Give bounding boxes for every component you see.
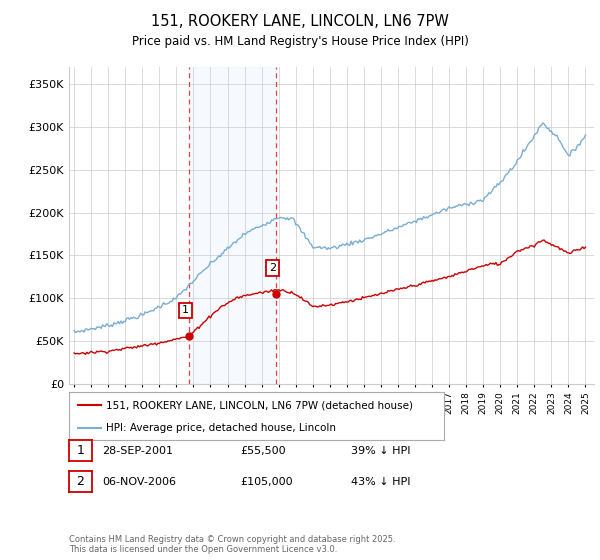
Text: 151, ROOKERY LANE, LINCOLN, LN6 7PW (detached house): 151, ROOKERY LANE, LINCOLN, LN6 7PW (det… xyxy=(107,400,413,410)
Text: 43% ↓ HPI: 43% ↓ HPI xyxy=(351,477,410,487)
Text: HPI: Average price, detached house, Lincoln: HPI: Average price, detached house, Linc… xyxy=(107,423,337,433)
Text: 151, ROOKERY LANE, LINCOLN, LN6 7PW: 151, ROOKERY LANE, LINCOLN, LN6 7PW xyxy=(151,14,449,29)
Text: 2: 2 xyxy=(269,263,276,273)
Text: 2: 2 xyxy=(76,475,85,488)
Text: Contains HM Land Registry data © Crown copyright and database right 2025.
This d: Contains HM Land Registry data © Crown c… xyxy=(69,535,395,554)
Text: 28-SEP-2001: 28-SEP-2001 xyxy=(102,446,173,456)
Text: £105,000: £105,000 xyxy=(240,477,293,487)
Text: 39% ↓ HPI: 39% ↓ HPI xyxy=(351,446,410,456)
Bar xyxy=(189,67,276,384)
Text: Price paid vs. HM Land Registry's House Price Index (HPI): Price paid vs. HM Land Registry's House … xyxy=(131,35,469,48)
Text: 06-NOV-2006: 06-NOV-2006 xyxy=(102,477,176,487)
Text: 1: 1 xyxy=(182,306,189,315)
Text: £55,500: £55,500 xyxy=(240,446,286,456)
Text: 1: 1 xyxy=(76,444,85,458)
